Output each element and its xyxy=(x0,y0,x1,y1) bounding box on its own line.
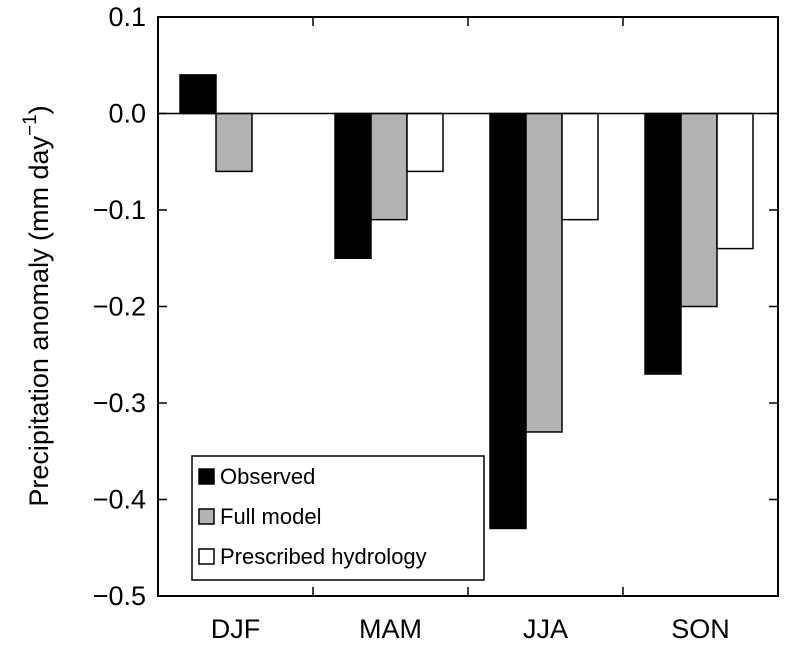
legend-label: Prescribed hydrology xyxy=(220,544,427,569)
y-axis-label-main: Precipitation anomaly (mm day xyxy=(24,136,54,507)
y-tick-label: −0.2 xyxy=(93,292,146,322)
y-tick-label: 0.1 xyxy=(108,2,146,32)
legend-swatch xyxy=(198,548,215,565)
y-tick-label: −0.1 xyxy=(93,195,146,225)
y-tick-label: −0.5 xyxy=(93,581,146,611)
x-tick-label: MAM xyxy=(359,614,422,644)
y-axis-label-close: ) xyxy=(24,105,54,114)
bar-prescribed-hydrology-mam xyxy=(406,112,444,173)
bar-observed-djf xyxy=(179,74,217,115)
bar-full-model-son xyxy=(680,112,718,308)
legend: Observed Full model Prescribed hydrology xyxy=(191,455,485,581)
y-tick-label: −0.4 xyxy=(93,485,146,515)
y-tick-label: −0.3 xyxy=(93,388,146,418)
y-axis-label-exponent: −1 xyxy=(20,114,41,136)
bar-full-model-jja xyxy=(525,112,563,433)
x-tick-label: DJF xyxy=(211,614,261,644)
bar-observed-mam xyxy=(334,112,372,259)
y-axis-ticks: 0.1 0.0 −0.1 −0.2 −0.3 −0.4 −0.5 xyxy=(93,2,778,611)
bar-full-model-mam xyxy=(370,112,408,221)
bar-prescribed-hydrology-son xyxy=(716,112,754,250)
y-tick-label: 0.0 xyxy=(108,99,146,129)
bar-prescribed-hydrology-jja xyxy=(561,112,599,221)
legend-box xyxy=(191,455,485,581)
legend-swatch xyxy=(198,508,215,525)
legend-label: Observed xyxy=(220,464,315,489)
bar-observed-jja xyxy=(489,112,527,530)
legend-swatch xyxy=(198,468,215,485)
bar-full-model-djf xyxy=(215,112,253,173)
x-tick-label: SON xyxy=(671,614,730,644)
legend-label: Full model xyxy=(220,504,321,529)
y-axis-label: Precipitation anomaly (mm day−1) xyxy=(20,105,54,506)
x-axis-ticks: DJF MAM JJA SON xyxy=(211,17,730,644)
bar-observed-son xyxy=(644,112,682,375)
x-tick-label: JJA xyxy=(523,614,568,644)
